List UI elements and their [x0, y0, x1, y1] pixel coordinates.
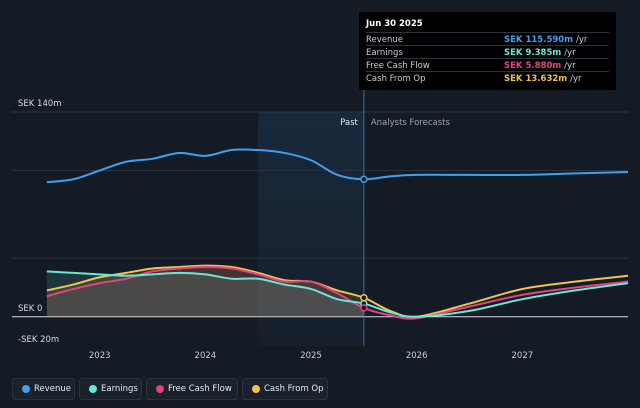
legend-label: Earnings	[101, 384, 138, 394]
tooltip-value: SEK 5.880m /yr	[504, 61, 576, 71]
legend-label: Cash From Op	[264, 384, 324, 394]
y-axis-label: SEK 140m	[18, 99, 62, 109]
tooltip-row-cfo: Cash From Op SEK 13.632m /yr	[366, 71, 609, 85]
chart-area: SEK 140m SEK 0 -SEK 20m Past Analysts Foreca…	[12, 12, 629, 361]
tooltip-value: SEK 9.385m /yr	[504, 48, 576, 58]
marker-free-cash-flow	[360, 304, 368, 312]
tooltip-row-earnings: Earnings SEK 9.385m /yr	[366, 45, 609, 59]
tooltip-label: Cash From Op	[366, 74, 426, 84]
legend-item-free-cash-flow[interactable]: Free Cash Flow	[146, 378, 238, 400]
x-tick-label: 2025	[300, 351, 322, 361]
cfo-dot-icon	[252, 385, 260, 393]
legend: Revenue Earnings Free Cash Flow Cash Fro…	[0, 364, 640, 408]
tooltip-value: SEK 13.632m /yr	[504, 74, 582, 84]
tooltip-row-fcf: Free Cash Flow SEK 5.880m /yr	[366, 58, 609, 72]
fcf-dot-icon	[156, 385, 164, 393]
marker-revenue	[360, 175, 368, 184]
tooltip-row-revenue: Revenue SEK 115.590m /yr	[366, 32, 609, 46]
legend-item-cash-from-op[interactable]: Cash From Op	[242, 378, 328, 400]
tooltip-label: Revenue	[366, 35, 404, 45]
x-tick-label: 2027	[512, 351, 534, 361]
series-line-earnings	[46, 270, 629, 318]
legend-item-revenue[interactable]: Revenue	[12, 378, 75, 400]
marker-cash-from-op	[360, 293, 368, 302]
y-axis-label: SEK 0	[18, 304, 42, 314]
x-tick-label: 2024	[195, 351, 217, 361]
legend-label: Revenue	[34, 384, 72, 394]
series-area-earnings	[46, 271, 364, 317]
past-label: Past	[340, 118, 358, 128]
earnings-dot-icon	[89, 385, 97, 393]
series-line-revenue	[46, 148, 629, 184]
y-axis-label: -SEK 20m	[18, 335, 59, 345]
tooltip-label: Earnings	[366, 48, 403, 58]
tooltip: Jun 30 2025 Revenue SEK 115.590m /yr Ear…	[359, 12, 616, 90]
revenue-dot-icon	[22, 385, 30, 393]
legend-label: Free Cash Flow	[168, 384, 232, 394]
tooltip-value: SEK 115.590m /yr	[504, 35, 588, 45]
legend-item-earnings[interactable]: Earnings	[79, 378, 142, 400]
forecast-label: Analysts Forecasts	[371, 118, 451, 128]
series-line-free-cash-flow	[46, 266, 629, 320]
x-tick-label: 2026	[406, 351, 428, 361]
tooltip-label: Free Cash Flow	[366, 61, 430, 71]
series-line-cash-from-op	[46, 264, 629, 318]
tooltip-date: Jun 30 2025	[366, 19, 423, 29]
x-tick-label: 2023	[89, 351, 111, 361]
